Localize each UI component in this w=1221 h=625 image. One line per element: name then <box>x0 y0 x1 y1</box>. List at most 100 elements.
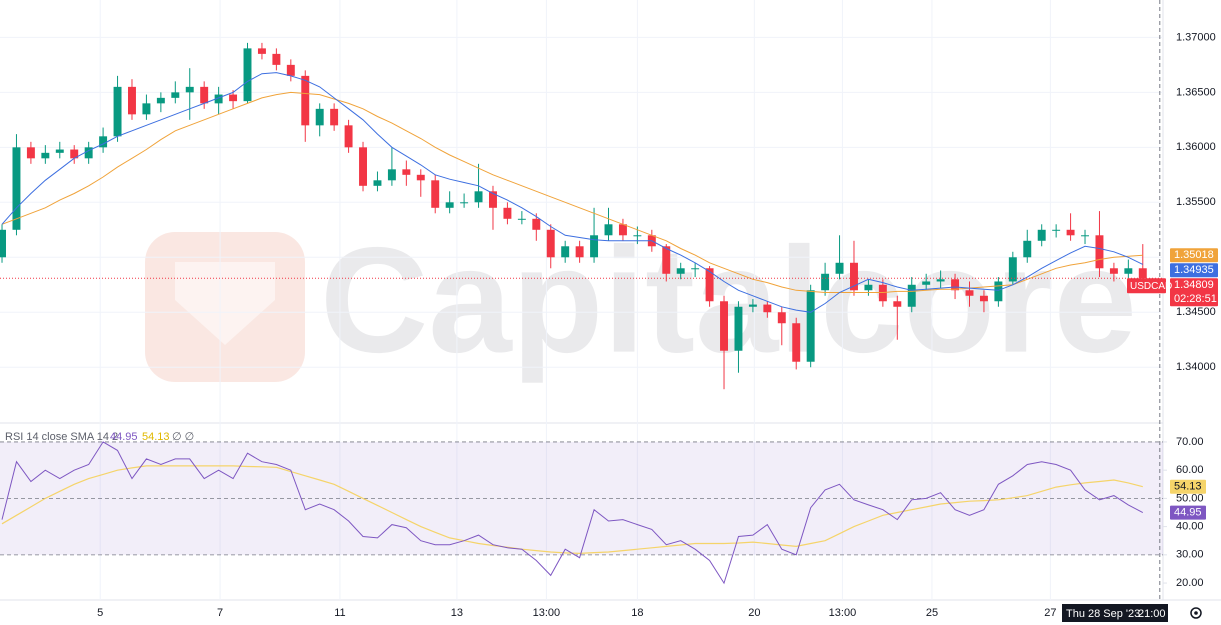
candle-body <box>517 218 526 220</box>
candle-body <box>55 149 64 153</box>
y-tick-label: 1.34000 <box>1176 361 1216 373</box>
candle-body <box>142 103 151 115</box>
crosshair-label-bg <box>1062 604 1168 622</box>
x-tick-label: 20 <box>748 607 760 619</box>
x-tick-label: 13:00 <box>533 607 561 619</box>
candle-body <box>26 147 35 159</box>
rsi-line <box>1 441 1144 585</box>
rsi-tag-label: 44.95 <box>1174 507 1202 519</box>
x-tick-label: 11 <box>334 607 345 619</box>
candle-body <box>286 64 295 76</box>
countdown: 02:28:51 <box>1174 293 1217 305</box>
candle-body <box>734 306 743 351</box>
candle-body <box>257 48 266 54</box>
candle-body <box>777 312 786 324</box>
candle-body <box>171 92 180 98</box>
price-tag <box>1170 248 1218 263</box>
candle-body <box>662 246 671 274</box>
candle-body <box>315 108 324 126</box>
candle-body <box>84 147 93 159</box>
candle-body <box>1095 235 1104 269</box>
candle-body <box>979 295 988 302</box>
rsi-tag <box>1170 479 1206 494</box>
candle-body <box>561 246 570 258</box>
price-tag <box>1170 263 1218 278</box>
candle-body <box>590 235 599 258</box>
x-tick-label: 13:00 <box>829 607 857 619</box>
candle-body <box>1138 268 1147 279</box>
candle-body <box>878 284 887 302</box>
price-tag-label: 1.34809 <box>1174 279 1214 291</box>
candle-body <box>720 301 728 351</box>
candle-body <box>893 301 902 307</box>
candle-body <box>359 147 367 186</box>
candle-body <box>951 279 960 291</box>
candle-body <box>344 125 353 148</box>
rsi-tick-label: 40.00 <box>1176 521 1204 533</box>
candle-body <box>748 304 757 307</box>
settings-dot[interactable] <box>1194 611 1198 615</box>
candle-body <box>200 86 209 104</box>
settings-icon[interactable] <box>1190 607 1202 619</box>
watermark-logo-mark <box>175 262 275 345</box>
candle-body <box>994 281 1003 302</box>
watermark-text: Capitalcore <box>320 216 1137 384</box>
candle-body <box>1037 229 1046 241</box>
symbol-label: USDCAD <box>1130 281 1172 292</box>
candle-body <box>850 262 858 291</box>
rsi-tag-label: 54.13 <box>1174 481 1202 493</box>
candle-body <box>272 53 281 65</box>
candle-body <box>330 108 339 126</box>
y-tick-label: 1.36500 <box>1176 86 1216 98</box>
rsi-tag <box>1170 505 1206 520</box>
candle-body <box>546 229 555 258</box>
candle-body <box>113 86 122 137</box>
candle-body <box>907 284 916 307</box>
candle-body <box>821 273 830 291</box>
rsi-sma-value: 54.13 <box>142 431 170 443</box>
price-tag-label: 1.34935 <box>1174 264 1214 276</box>
candle-body <box>864 284 873 291</box>
rsi-tick-label: 70.00 <box>1176 436 1204 448</box>
candle-body <box>835 262 844 274</box>
candle-body <box>922 281 931 285</box>
y-tick-label: 1.36000 <box>1176 141 1216 153</box>
price-tag <box>1170 278 1218 307</box>
candle-body <box>214 94 223 104</box>
candle-body <box>128 86 136 115</box>
candle-body <box>633 235 642 237</box>
moving-average <box>1 72 1144 313</box>
candle-body <box>12 147 21 230</box>
rsi-tick-label: 30.00 <box>1176 549 1204 561</box>
candle-body <box>532 218 541 230</box>
candle-body <box>99 136 108 148</box>
x-tick-label: 5 <box>97 607 103 619</box>
y-tick-label: 1.35500 <box>1176 196 1216 208</box>
candle-body <box>676 268 685 274</box>
candle-body <box>965 290 974 296</box>
candle-body <box>70 149 79 159</box>
candle-body <box>1124 268 1133 274</box>
candle-body <box>1008 257 1017 282</box>
candle-body <box>691 268 700 270</box>
settings-gear[interactable] <box>1190 607 1202 619</box>
rsi-tick-label: 60.00 <box>1176 464 1204 476</box>
candle-body <box>229 94 238 102</box>
rsi-value: 44.95 <box>110 431 138 443</box>
candle-body <box>936 279 945 282</box>
rsi-label: RSI 14 close SMA 14 2 <box>5 431 118 443</box>
rsi-extra: ∅ ∅ <box>172 431 194 443</box>
candle-body <box>416 174 425 181</box>
crosshair-date: Thu 28 Sep '23 <box>1066 608 1140 620</box>
candle-body <box>0 229 6 258</box>
candle-body <box>705 268 714 302</box>
candle-body <box>431 180 440 208</box>
candle-body <box>792 323 801 362</box>
candle-body <box>1066 229 1075 236</box>
y-tick-label: 1.34500 <box>1176 306 1216 318</box>
x-tick-label: 18 <box>631 607 643 619</box>
candle-body <box>185 86 194 93</box>
candle-body <box>575 246 584 258</box>
candle-body <box>41 152 50 159</box>
